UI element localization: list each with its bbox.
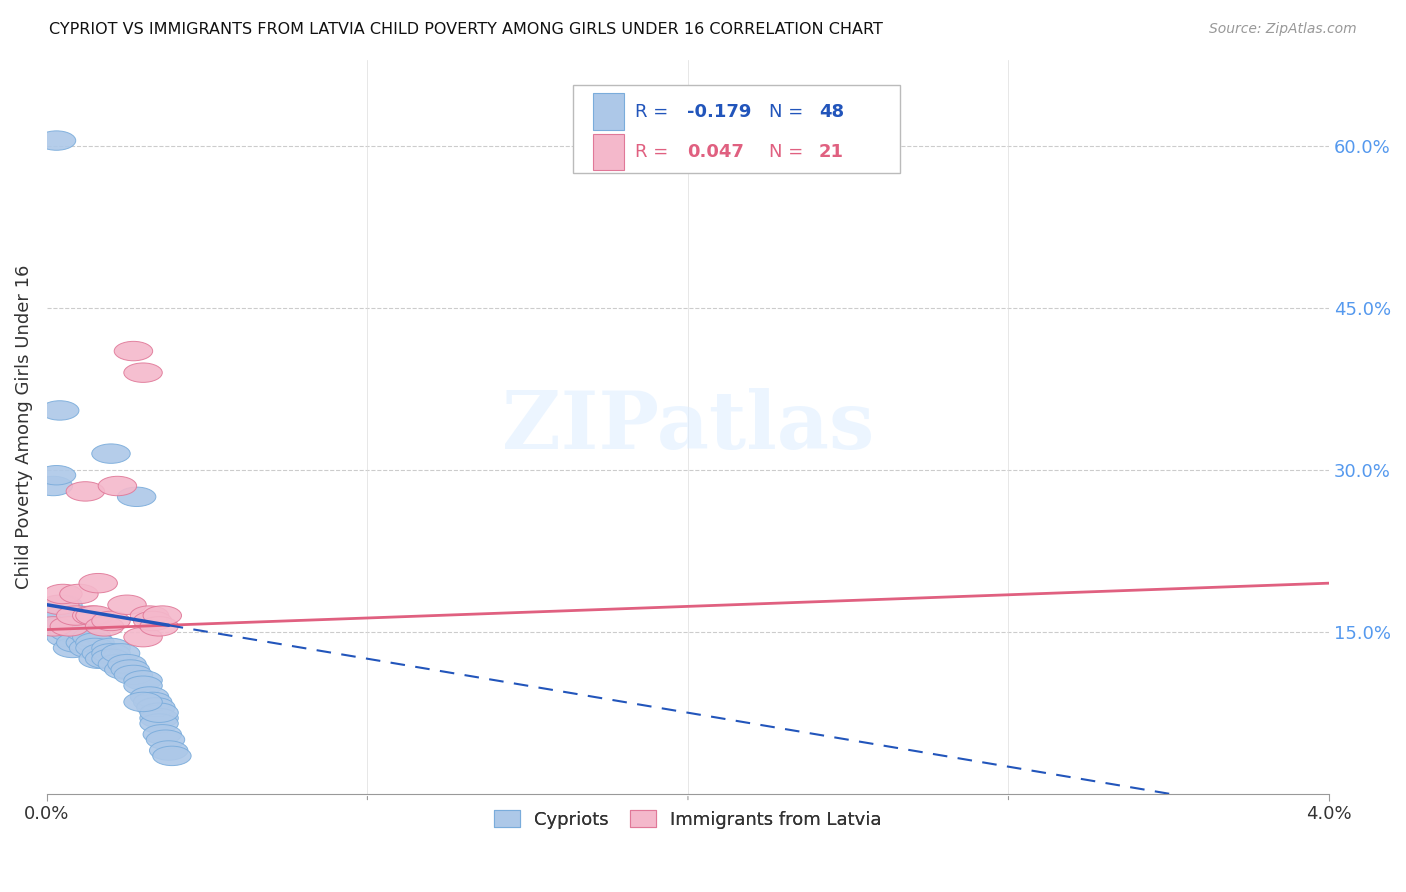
Ellipse shape — [38, 131, 76, 150]
Ellipse shape — [38, 611, 76, 631]
Ellipse shape — [73, 627, 111, 647]
Ellipse shape — [124, 627, 162, 647]
Ellipse shape — [146, 730, 184, 749]
Ellipse shape — [34, 476, 73, 496]
Ellipse shape — [56, 632, 96, 652]
Text: N =: N = — [769, 143, 808, 161]
Ellipse shape — [59, 616, 98, 636]
Ellipse shape — [76, 632, 114, 652]
Ellipse shape — [134, 611, 172, 631]
Ellipse shape — [143, 606, 181, 625]
Ellipse shape — [124, 692, 162, 712]
Ellipse shape — [139, 708, 179, 728]
Ellipse shape — [98, 476, 136, 496]
Ellipse shape — [149, 740, 188, 760]
Ellipse shape — [91, 649, 131, 668]
Ellipse shape — [44, 595, 82, 615]
Text: 0.047: 0.047 — [686, 143, 744, 161]
Ellipse shape — [46, 627, 86, 647]
Ellipse shape — [51, 616, 89, 636]
Ellipse shape — [98, 655, 136, 673]
Ellipse shape — [69, 638, 108, 657]
Ellipse shape — [139, 714, 179, 733]
Ellipse shape — [108, 655, 146, 673]
Ellipse shape — [91, 611, 131, 631]
FancyBboxPatch shape — [572, 86, 900, 173]
Ellipse shape — [111, 660, 149, 679]
Ellipse shape — [66, 482, 104, 501]
Ellipse shape — [76, 606, 114, 625]
Ellipse shape — [104, 660, 143, 679]
Text: -0.179: -0.179 — [686, 103, 751, 120]
Text: ZIPatlas: ZIPatlas — [502, 388, 875, 466]
Legend: Cypriots, Immigrants from Latvia: Cypriots, Immigrants from Latvia — [486, 803, 889, 836]
Ellipse shape — [44, 584, 82, 604]
Ellipse shape — [86, 616, 124, 636]
Ellipse shape — [51, 622, 89, 641]
Text: 48: 48 — [818, 103, 844, 120]
Ellipse shape — [118, 487, 156, 507]
Ellipse shape — [79, 574, 118, 593]
Ellipse shape — [38, 466, 76, 485]
Ellipse shape — [91, 638, 131, 657]
Ellipse shape — [114, 665, 153, 685]
Ellipse shape — [79, 649, 118, 668]
Ellipse shape — [124, 676, 162, 696]
Ellipse shape — [134, 692, 172, 712]
Ellipse shape — [101, 644, 139, 663]
Ellipse shape — [139, 703, 179, 723]
Text: N =: N = — [769, 103, 808, 120]
Ellipse shape — [124, 363, 162, 383]
Ellipse shape — [124, 671, 162, 690]
Ellipse shape — [131, 687, 169, 706]
FancyBboxPatch shape — [593, 94, 624, 130]
Ellipse shape — [44, 616, 82, 636]
Y-axis label: Child Poverty Among Girls Under 16: Child Poverty Among Girls Under 16 — [15, 264, 32, 589]
Ellipse shape — [41, 401, 79, 420]
Ellipse shape — [59, 611, 98, 631]
Ellipse shape — [66, 622, 104, 641]
Ellipse shape — [91, 444, 131, 463]
FancyBboxPatch shape — [593, 134, 624, 170]
Ellipse shape — [153, 747, 191, 765]
Ellipse shape — [73, 606, 111, 625]
Text: R =: R = — [636, 143, 675, 161]
Ellipse shape — [114, 342, 153, 360]
Text: CYPRIOT VS IMMIGRANTS FROM LATVIA CHILD POVERTY AMONG GIRLS UNDER 16 CORRELATION: CYPRIOT VS IMMIGRANTS FROM LATVIA CHILD … — [49, 22, 883, 37]
Ellipse shape — [59, 606, 98, 625]
Ellipse shape — [108, 595, 146, 615]
Ellipse shape — [136, 698, 176, 717]
Ellipse shape — [82, 644, 121, 663]
Text: R =: R = — [636, 103, 675, 120]
Text: Source: ZipAtlas.com: Source: ZipAtlas.com — [1209, 22, 1357, 37]
Ellipse shape — [41, 595, 79, 615]
Ellipse shape — [131, 606, 169, 625]
Ellipse shape — [41, 606, 79, 625]
Ellipse shape — [34, 616, 73, 636]
Ellipse shape — [34, 616, 73, 636]
Ellipse shape — [143, 724, 181, 744]
Ellipse shape — [59, 584, 98, 604]
Ellipse shape — [66, 632, 104, 652]
Ellipse shape — [76, 638, 114, 657]
Ellipse shape — [139, 616, 179, 636]
Ellipse shape — [86, 649, 124, 668]
Ellipse shape — [56, 606, 96, 625]
Ellipse shape — [53, 638, 91, 657]
Text: 21: 21 — [818, 143, 844, 161]
Ellipse shape — [91, 644, 131, 663]
